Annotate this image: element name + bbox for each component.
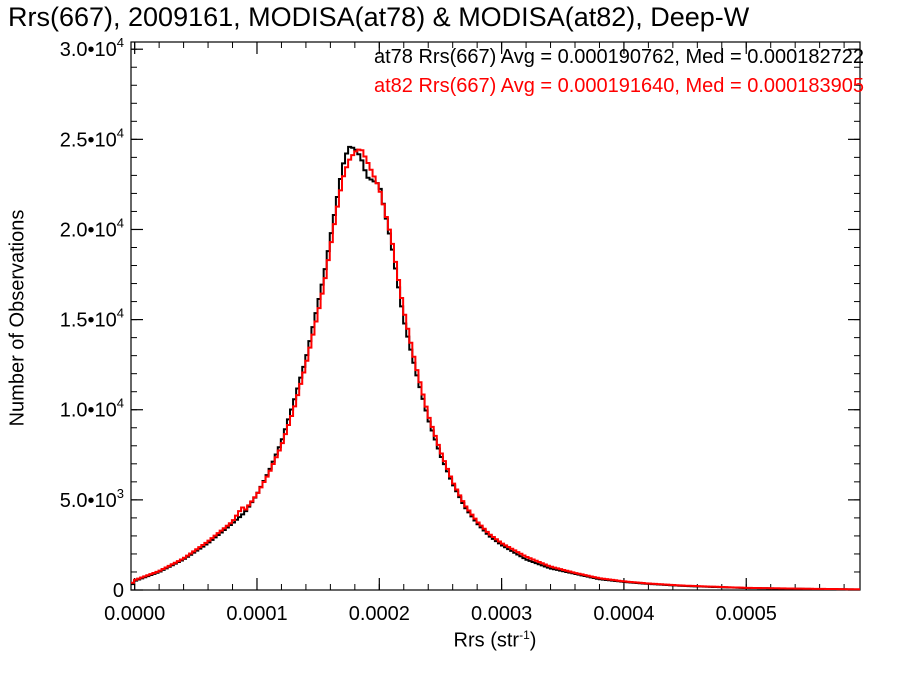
x-tick-label: 0.0000 <box>104 603 165 625</box>
plot-frame <box>130 41 861 591</box>
x-tick-label: 0.0002 <box>349 603 410 625</box>
x-tick-label: 0.0003 <box>471 603 532 625</box>
y-tick-label: 5.0•103 <box>60 486 124 512</box>
y-tick-label: 1.5•104 <box>60 306 124 332</box>
legend-entry-at82: at82 Rrs(667) Avg = 0.000191640, Med = 0… <box>373 75 864 97</box>
x-axis-label-exponent: -1 <box>519 628 530 642</box>
series-line-at78 <box>131 145 860 591</box>
x-tick-label: 0.0001 <box>226 603 287 625</box>
series-layer <box>131 145 860 591</box>
x-axis-label: Rrs (str-1) <box>454 628 537 653</box>
x-axis: 0.0000 0.0001 0.0002 0.0003 0.0004 0.0005 <box>104 42 845 625</box>
y-axis-label: Number of Observations <box>6 209 29 427</box>
y-axis: 0 5.0•103 1.0•104 1.5•104 2.0•104 2.5•104 3.0•… <box>60 35 860 602</box>
x-axis-label-close: ) <box>529 629 537 652</box>
y-tick-label: 2.5•104 <box>60 125 124 151</box>
y-tick-label: 1.0•104 <box>60 396 124 422</box>
series-line-at82 <box>131 148 860 591</box>
y-tick-label: 2.0•104 <box>60 215 124 241</box>
chart-title: Rrs(667), 2009161, MODISA(at78) & MODISA… <box>8 2 750 32</box>
x-axis-label-text: Rrs (str <box>453 629 520 652</box>
y-tick-label: 0 <box>113 580 124 602</box>
x-tick-label: 0.0005 <box>716 603 777 625</box>
y-tick-label: 3.0•104 <box>60 35 124 61</box>
x-tick-label: 0.0004 <box>593 603 654 625</box>
legend-entry-at78: at78 Rrs(667) Avg = 0.000190762, Med = 0… <box>373 46 864 68</box>
